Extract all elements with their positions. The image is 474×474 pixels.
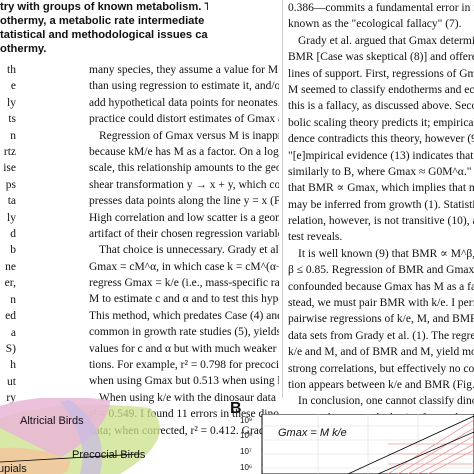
body-line: may be inferred from growth (1). Statist… xyxy=(288,198,474,211)
body-line: presses data points along the line y = x… xyxy=(89,195,279,208)
cropped-line-fragment: ly xyxy=(7,211,16,224)
body-line: that BMR ∝ Gmax, which implies that meta… xyxy=(288,182,474,195)
body-line: When using k/e with the dinosaur data in… xyxy=(99,391,279,404)
y-tick-label: 10⁶ xyxy=(240,463,252,472)
cropped-line-fragment: er, xyxy=(4,277,16,290)
figure-b-panel-label: B xyxy=(230,400,242,417)
figure-b: 10⁹ 10⁸ 10⁷ 10⁶ Gmax = M k/e xyxy=(238,414,474,474)
reference-line xyxy=(0,453,141,463)
figure-a-plot: Altricial Birds Precocial Birds upials xyxy=(0,398,160,474)
cropped-line-fragment: ut xyxy=(7,375,16,388)
body-line: test reveals. xyxy=(288,231,343,244)
marsupial-region xyxy=(0,447,70,474)
body-line: Regression of Gmax versus M is inappropr… xyxy=(99,129,279,142)
body-line: lines of support. First, regressions of … xyxy=(288,67,474,80)
body-line: "[e]mpirical evidence (13) indicates tha… xyxy=(288,149,474,162)
body-line: 0.386—commits a fundamental error in inf… xyxy=(288,2,474,14)
body-line: tion appears between k/e and BMR (Fig. 2… xyxy=(288,378,474,391)
body-line: data sets from Grady et al. (1). The reg… xyxy=(288,329,474,342)
body-line: bolic scaling theory predicts it; empiri… xyxy=(288,116,474,129)
body-line: Grady et al. argued that Gmax determines xyxy=(298,34,474,47)
body-line: regress Gmax = k/e (i.e., mass-specific … xyxy=(89,277,279,290)
figure-a: Altricial Birds Precocial Birds upials xyxy=(0,398,280,474)
body-line: practice could distort estimates of Gmax… xyxy=(89,113,279,126)
body-line: artifact of their chosen regression vari… xyxy=(89,227,279,240)
body-line: than using regression to estimate it, an… xyxy=(89,80,279,93)
y-tick-label: 10⁹ xyxy=(240,416,252,425)
body-line: dence contradicts this theory, however (… xyxy=(288,133,474,146)
body-line: known as the "ecological fallacy" (7). xyxy=(288,18,462,31)
y-tick-label: 10⁸ xyxy=(240,431,252,440)
body-line: when using Gmax but 0.513 when using k/e… xyxy=(89,375,279,388)
body-line: scale, this relationship amounts to the … xyxy=(89,162,279,175)
cropped-line-fragment: e xyxy=(10,80,16,93)
body-line: pairwise regressions of k/e, M, and BMR,… xyxy=(288,313,474,326)
cropped-line-fragment: d xyxy=(10,228,16,241)
body-line: β ≤ 0.85. Regression of BMR and Gmax is … xyxy=(288,264,474,277)
body-line: M seemed to classify endotherms and ecto… xyxy=(288,83,474,96)
label-altricial-birds: Altricial Birds xyxy=(20,415,84,427)
cropped-line-fragment: ed xyxy=(5,310,16,323)
body-line: values for c and α but with much weaker … xyxy=(89,342,279,355)
body-line: strong correlations, but effectively no … xyxy=(288,362,474,375)
body-line: add hypothetical data points for neonate… xyxy=(89,96,279,109)
body-line: High correlation and low scatter is a ge… xyxy=(89,211,279,224)
body-line: In conclusion, one cannot classify dinos… xyxy=(298,395,474,408)
body-line: shear transformation y → x + y, which co… xyxy=(89,178,279,191)
cropped-line-fragment: ise xyxy=(3,162,16,175)
cropped-line-fragment: ry xyxy=(6,392,16,405)
abstract-block: try with groups of known metabolism. The… xyxy=(0,0,208,72)
body-line: because kM/e has M as a factor. On a log… xyxy=(89,145,279,158)
equation-label: Gmax = M k/e xyxy=(278,427,347,439)
cropped-line-fragment: S) xyxy=(5,342,16,355)
cropped-line-fragment: n xyxy=(10,129,16,142)
purple-band xyxy=(60,400,102,474)
body-line: relation, however, is not transitive (10… xyxy=(288,215,474,228)
cropped-column-fragment: th e ly ts n rtz ise ps ta ly d b ne er, n ed a S) h ut ry xyxy=(0,62,16,407)
cropped-line-fragment: a xyxy=(10,326,16,339)
body-line: confounded because Gmax has M as a facto… xyxy=(288,280,474,293)
cropped-line-fragment: ts xyxy=(8,113,16,126)
body-line: That choice is unnecessary. Grady et al.… xyxy=(99,244,279,257)
column-divider xyxy=(282,0,283,398)
label-marsupials: upials xyxy=(0,463,27,474)
cropped-line-fragment: ps xyxy=(5,178,16,191)
body-line: similarly to B, where Gmax ≈ G0M^α." Thi… xyxy=(288,165,474,178)
cropped-line-fragment: n xyxy=(10,293,16,306)
cropped-line-fragment: ta xyxy=(7,195,16,208)
figure-b-plot: 10⁹ 10⁸ 10⁷ 10⁶ Gmax = M k/e xyxy=(240,414,474,474)
body-line: common in growth rate studies (5), yield… xyxy=(89,326,279,339)
cropped-line-fragment: rtz xyxy=(3,146,16,159)
y-tick-label: 10⁷ xyxy=(240,447,252,456)
body-line: BMR [Case was skeptical (8)] and offered… xyxy=(288,51,474,64)
body-line: many species, they assume a value for M … xyxy=(89,64,279,76)
cropped-line-fragment: h xyxy=(10,359,16,372)
cropped-line-fragment: ne xyxy=(5,260,16,273)
cropped-line-fragment: ly xyxy=(7,96,16,109)
abstract-line: tatistical and methodological issues cal… xyxy=(0,29,208,41)
body-line: It is well known (9) that BMR ∝ M^β, 0.6… xyxy=(298,247,474,260)
body-line: Gmax = cM^α, in which case k = cM^(α−1).… xyxy=(89,260,279,273)
abstract-line: othermy. xyxy=(0,43,47,55)
red-isolines xyxy=(387,419,474,474)
cropped-line-fragment: th xyxy=(7,64,16,76)
abstract-line: try with groups of known metabolism. The… xyxy=(0,1,208,13)
body-line: M to estimate c and α and to test this h… xyxy=(89,293,279,306)
cropped-line-fragment: b xyxy=(10,244,16,257)
abstract-line: othermy, a metabolic rate intermediate b… xyxy=(0,15,208,27)
body-line: This method, which predates Case (4) and… xyxy=(89,309,279,322)
body-line: stead, we must pair BMR with k/e. I perf… xyxy=(288,297,474,310)
body-line: tions. For example, r² = 0.798 for preco… xyxy=(89,359,279,372)
body-column-left: many species, they assume a value for M … xyxy=(89,62,279,439)
label-precocial-birds: Precocial Birds xyxy=(72,449,146,461)
body-line: this is a fallacy, as discussed above. S… xyxy=(288,100,474,113)
body-line: k/e and M, and of BMR and M, yield moder… xyxy=(288,346,474,359)
body-column-right: 0.386—commits a fundamental error in inf… xyxy=(288,0,474,459)
black-isolines xyxy=(347,415,474,474)
